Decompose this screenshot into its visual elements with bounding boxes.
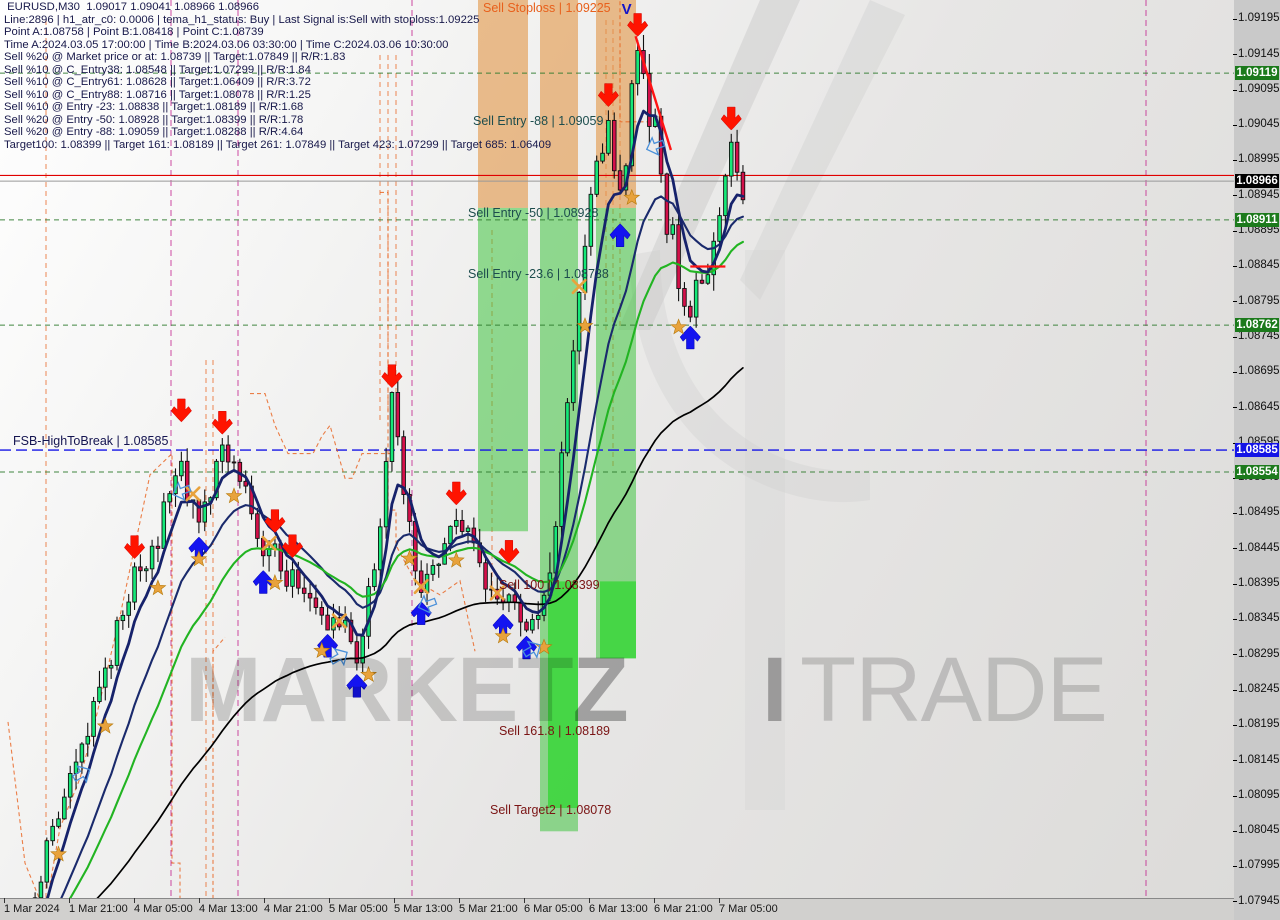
svg-text:V: V <box>622 1 632 18</box>
